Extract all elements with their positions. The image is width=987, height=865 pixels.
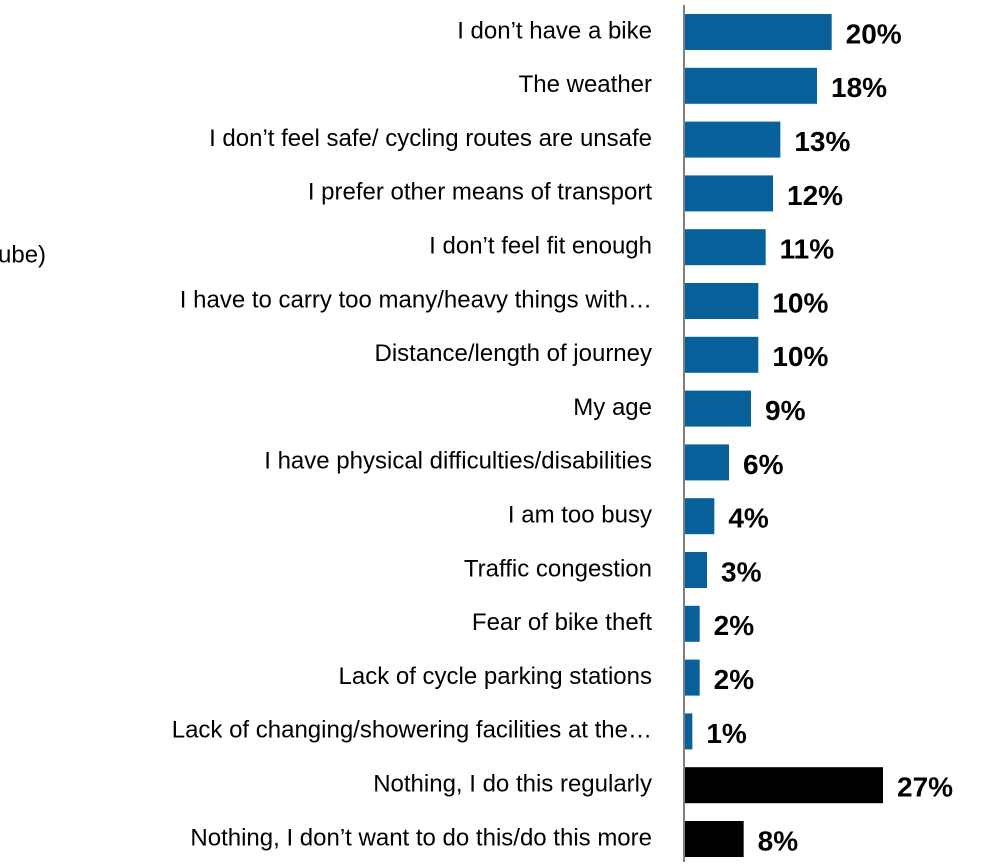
value-label: 27% (897, 772, 953, 803)
value-label: 2% (714, 664, 755, 695)
annotation: ube) (0, 241, 46, 268)
category-label: I don’t feel fit enough (429, 233, 652, 260)
value-label: 2% (714, 610, 755, 641)
bar (685, 713, 693, 750)
bar (685, 121, 781, 158)
bar (685, 767, 883, 804)
value-label: 10% (772, 287, 828, 318)
bar (685, 552, 707, 588)
category-label: I don’t have a bike (457, 17, 652, 44)
value-label: 13% (794, 126, 850, 157)
category-label: I don’t feel safe/ cycling routes are un… (209, 125, 652, 152)
category-label: Distance/length of journey (375, 340, 653, 367)
value-label: 11% (780, 234, 835, 265)
category-label: The weather (519, 71, 652, 98)
category-label: Nothing, I don’t want to do this/do this… (190, 824, 652, 851)
bar (685, 229, 766, 266)
bar (685, 283, 759, 319)
value-label: 10% (772, 341, 828, 372)
category-label: I have to carry too many/heavy things wi… (180, 286, 652, 313)
bar (685, 821, 744, 857)
value-label: 9% (765, 395, 806, 426)
bar (685, 498, 715, 535)
bar (685, 659, 700, 696)
value-label: 12% (787, 180, 843, 211)
value-label: 6% (743, 449, 784, 480)
value-label: 4% (728, 503, 769, 534)
bar (685, 336, 759, 373)
value-label: 8% (758, 825, 799, 856)
category-label: I am too busy (508, 502, 652, 529)
bar (685, 175, 773, 212)
bar (685, 605, 700, 642)
value-label: 20% (846, 18, 902, 49)
category-label: My age (573, 394, 652, 421)
category-label: Fear of bike theft (472, 609, 652, 636)
category-label: I prefer other means of transport (308, 179, 653, 206)
value-label: 3% (721, 556, 762, 587)
value-label: 1% (706, 718, 747, 749)
category-label: Traffic congestion (464, 555, 652, 582)
category-label: Lack of cycle parking stations (339, 663, 653, 690)
bar (685, 67, 817, 104)
bar (685, 14, 832, 50)
value-label: 18% (831, 72, 887, 103)
category-label: Lack of changing/showering facilities at… (172, 717, 652, 744)
category-label: I have physical difficulties/disabilitie… (264, 448, 652, 475)
bar (685, 444, 729, 481)
category-label: Nothing, I do this regularly (373, 771, 652, 798)
bar (685, 390, 751, 427)
